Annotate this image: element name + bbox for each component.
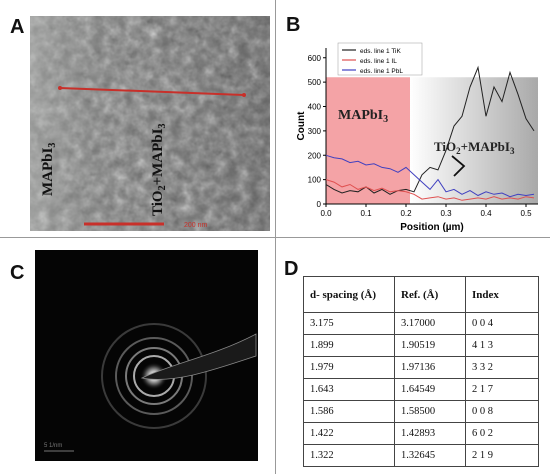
cell-ref: 1.64549 xyxy=(394,378,466,401)
mapbi3-region-label: MAPbI3 xyxy=(338,108,388,125)
legend-entry: eds. line 1 PbL xyxy=(360,68,403,75)
cell-ref: 1.97136 xyxy=(394,356,466,379)
table-row: 3.175 3.17000 0 0 4 xyxy=(303,312,539,335)
x-tick-label: 0.3 xyxy=(440,209,452,218)
table-row: 1.979 1.97136 3 3 2 xyxy=(303,356,539,379)
pointer-arrow xyxy=(451,155,466,177)
cell-ref: 1.58500 xyxy=(394,400,466,423)
y-tick-label: 0 xyxy=(317,200,322,209)
cell-ref: 3.17000 xyxy=(394,312,466,335)
legend-entry: eds. line 1 IL xyxy=(360,58,397,65)
panel-c-label: C xyxy=(10,262,25,284)
d-spacing-table: d- spacing (Å) Ref. (Å) Index 3.175 3.17… xyxy=(303,276,539,467)
header-index: Index xyxy=(465,276,539,313)
panel-a-label: A xyxy=(10,16,25,38)
panel-c: 5 1/nm C xyxy=(4,238,274,470)
legend-entry: eds. line 1 TiK xyxy=(360,48,401,55)
cell-ref: 1.32645 xyxy=(394,444,466,467)
x-tick-label: 0.2 xyxy=(400,209,412,218)
cell-index: 2 1 7 xyxy=(465,378,539,401)
table-row: 1.899 1.90519 4 1 3 xyxy=(303,334,539,357)
beam-stopper xyxy=(140,333,257,380)
table-row: 1.586 1.58500 0 0 8 xyxy=(303,400,539,423)
table-row: 1.322 1.32645 2 1 9 xyxy=(303,444,539,467)
x-tick-label: 0.1 xyxy=(360,209,372,218)
y-tick-label: 400 xyxy=(308,103,322,112)
header-d-spacing: d- spacing (Å) xyxy=(303,276,395,313)
cell-d-spacing: 1.643 xyxy=(303,378,395,401)
table-header-row: d- spacing (Å) Ref. (Å) Index xyxy=(303,276,539,313)
cell-d-spacing: 1.979 xyxy=(303,356,395,379)
cell-index: 0 0 4 xyxy=(465,312,539,335)
eds-line-chart: 0 100 200 300 400 500 600 0.0 0.1 0.2 0.3 0.4 0.5 Pos… xyxy=(296,42,538,233)
cell-index: 3 3 2 xyxy=(465,356,539,379)
cell-d-spacing: 1.899 xyxy=(303,334,395,357)
tem-micrograph: 200 nm MAPbI3 TiO2+MAPbI3 xyxy=(30,16,270,231)
y-axis-label: Count xyxy=(296,111,307,141)
y-tick-label: 300 xyxy=(308,127,322,136)
x-tick-label: 0.0 xyxy=(320,209,332,218)
cell-d-spacing: 3.175 xyxy=(303,312,395,335)
mapbi3-region xyxy=(326,77,410,204)
series-line-2 xyxy=(325,179,535,201)
tio2-mapbi3-label: TiO2+MAPbI3 xyxy=(150,124,168,216)
panel-d: D d- spacing (Å) Ref. (Å) Index 3.175 3.… xyxy=(276,238,546,470)
y-tick-label: 100 xyxy=(308,176,322,185)
mapbi3-label: MAPbI3 xyxy=(40,143,58,196)
y-tick-label: 600 xyxy=(308,54,322,63)
scale-bar-label: 200 nm xyxy=(184,222,208,229)
panel-b: 0 100 200 300 400 500 600 0.0 0.1 0.2 0.3 0.4 0.5 Pos… xyxy=(276,4,546,235)
panel-b-label: B xyxy=(286,14,301,36)
cell-index: 4 1 3 xyxy=(465,334,539,357)
x-axis-label: Position (µm) xyxy=(400,222,464,233)
series-line-1 xyxy=(325,65,535,195)
header-ref: Ref. (Å) xyxy=(394,276,466,313)
cell-index: 2 1 9 xyxy=(465,444,539,467)
tio2-region xyxy=(410,77,538,204)
tio2-mapbi3-region-label: TiO2+MAPbI3 xyxy=(434,139,515,156)
table-row: 1.422 1.42893 6 0 2 xyxy=(303,422,539,445)
cell-ref: 1.90519 xyxy=(394,334,466,357)
cell-index: 6 0 2 xyxy=(465,422,539,445)
y-tick-label: 500 xyxy=(308,78,322,87)
cell-ref: 1.42893 xyxy=(394,422,466,445)
series-line-3 xyxy=(325,154,535,198)
cell-d-spacing: 1.586 xyxy=(303,400,395,423)
cell-index: 0 0 8 xyxy=(465,400,539,423)
x-tick-label: 0.4 xyxy=(480,209,492,218)
x-tick-label: 0.5 xyxy=(520,209,532,218)
panel-a: 200 nm MAPbI3 TiO2+MAPbI3 A xyxy=(4,4,274,235)
saed-pattern: 5 1/nm xyxy=(35,250,258,461)
eds-scan-line xyxy=(59,87,245,96)
horizontal-divider xyxy=(0,237,550,238)
table-row: 1.643 1.64549 2 1 7 xyxy=(303,378,539,401)
cell-d-spacing: 1.322 xyxy=(303,444,395,467)
panel-d-label: D xyxy=(284,258,299,280)
y-tick-label: 200 xyxy=(308,151,322,160)
scale-bar-label: 5 1/nm xyxy=(44,443,62,449)
cell-d-spacing: 1.422 xyxy=(303,422,395,445)
